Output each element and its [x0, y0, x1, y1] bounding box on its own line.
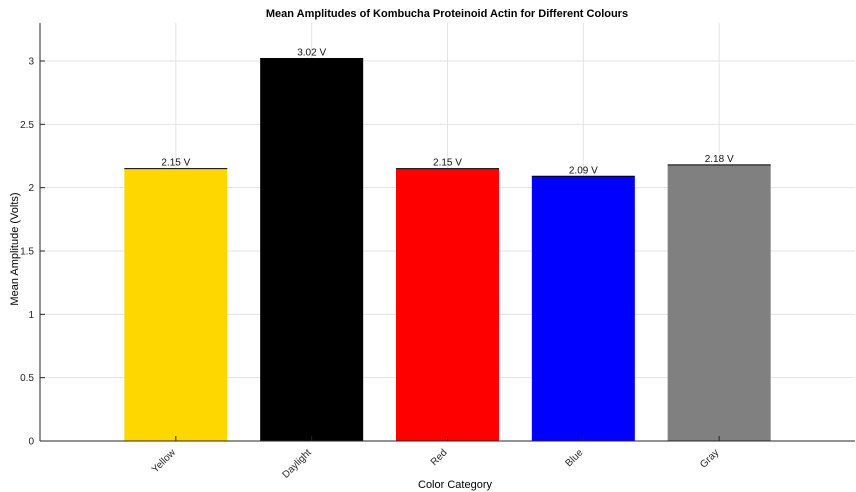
bars	[124, 57, 771, 441]
x-tick-label: Daylight	[280, 447, 313, 480]
y-tick-label: 1.5	[20, 247, 34, 258]
bar-daylight	[260, 58, 364, 441]
data-label: 2.09 V	[569, 165, 598, 176]
x-tick-label: Red	[429, 447, 450, 468]
y-tick-label: 0.5	[20, 373, 34, 384]
data-label: 2.18 V	[705, 154, 734, 165]
y-axis-label: Mean Amplitude (Volts)	[9, 192, 21, 305]
x-axis-label: Color Category	[418, 479, 492, 491]
y-tick-label: 2	[28, 183, 34, 194]
bar-gray	[667, 164, 771, 441]
x-tick-label: Gray	[698, 447, 721, 470]
bar-blue	[531, 176, 635, 441]
x-tick-label: Blue	[564, 447, 586, 469]
data-label: 3.02 V	[297, 47, 326, 58]
y-tick-label: 0	[28, 437, 34, 448]
chart-title: Mean Amplitudes of Kombucha Proteinoid A…	[266, 8, 628, 20]
x-tick-label: Yellow	[150, 447, 179, 476]
data-label: 2.15 V	[433, 158, 462, 169]
y-tick-label: 1	[28, 310, 34, 321]
y-tick-label: 2.5	[20, 120, 34, 131]
bar-red	[396, 168, 499, 441]
data-label: 2.15 V	[161, 158, 190, 169]
bar-yellow	[124, 168, 228, 441]
axes	[39, 23, 855, 442]
y-tick-label: 3	[28, 57, 34, 68]
